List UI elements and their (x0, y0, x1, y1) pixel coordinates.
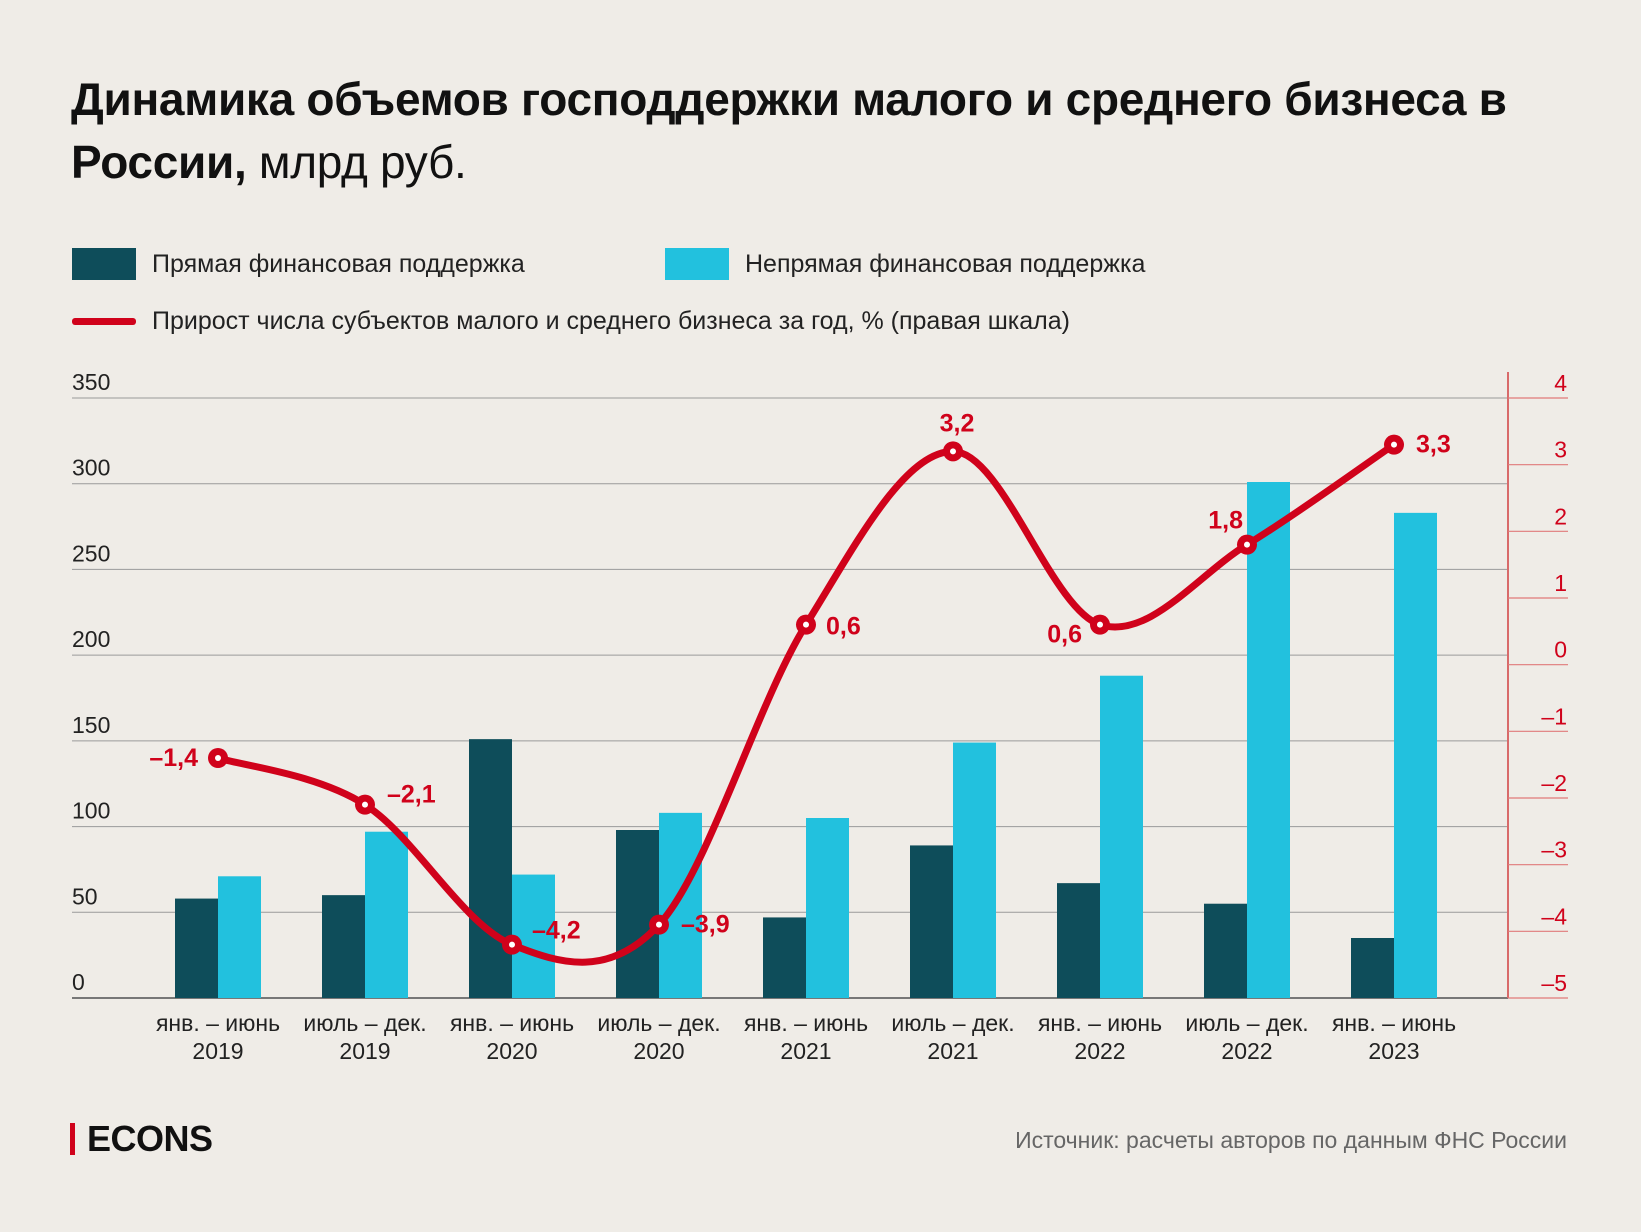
right-tick-label: –5 (1541, 970, 1567, 996)
growth-point-center (656, 921, 662, 928)
bar-indirect (806, 818, 849, 998)
legend-label: Прямая финансовая поддержка (152, 249, 525, 278)
left-tick-label: 250 (72, 540, 110, 566)
x-tick-label-year: 2021 (780, 1038, 831, 1064)
legend-swatch-growth (72, 318, 136, 325)
growth-point-center (1391, 441, 1397, 448)
growth-data-label: 3,3 (1416, 431, 1451, 459)
x-tick-label-year: 2020 (486, 1038, 537, 1064)
bar-direct (1057, 883, 1100, 998)
legend-label: Непрямая финансовая поддержка (745, 249, 1146, 278)
logo-text: ECONS (87, 1118, 213, 1159)
growth-point-center (1244, 541, 1250, 548)
growth-data-label: –2,1 (387, 781, 436, 809)
left-tick-label: 100 (72, 798, 110, 824)
x-tick-label-year: 2023 (1368, 1038, 1419, 1064)
bar-direct (763, 917, 806, 998)
bar-direct (1351, 938, 1394, 998)
x-tick-label-year: 2022 (1074, 1038, 1125, 1064)
legend-direct: Прямая финансовая поддержка (72, 248, 525, 280)
legend-indirect: Непрямая финансовая поддержка (665, 248, 1145, 280)
right-tick-label: 3 (1554, 437, 1567, 463)
growth-point-center (950, 448, 956, 455)
bar-direct (469, 739, 512, 998)
legend-swatch-indirect (665, 248, 729, 280)
title-unit: млрд руб. (246, 136, 467, 188)
x-tick-label-year: 2020 (633, 1038, 684, 1064)
growth-data-label: 3,2 (940, 409, 975, 437)
bar-direct (175, 898, 218, 998)
x-tick-label-period: янв. – июнь (1332, 1010, 1456, 1036)
bar-indirect (659, 812, 702, 998)
right-tick-label: 0 (1554, 637, 1567, 663)
x-tick-label-period: янв. – июнь (156, 1010, 280, 1036)
x-tick-label-period: янв. – июнь (1038, 1010, 1162, 1036)
x-tick-label-period: июль – дек. (303, 1010, 426, 1036)
bar-indirect (1394, 512, 1437, 998)
left-tick-label: 50 (72, 883, 98, 909)
logo-bar (70, 1123, 75, 1155)
growth-data-label: –1,4 (149, 744, 198, 772)
x-tick-label-period: июль – дек. (891, 1010, 1014, 1036)
bar-indirect (218, 876, 261, 998)
bar-indirect (512, 874, 555, 998)
right-tick-label: –2 (1541, 770, 1567, 796)
bar-direct (616, 830, 659, 998)
left-tick-label: 150 (72, 712, 110, 738)
growth-data-label: –4,2 (532, 917, 581, 945)
growth-point-center (803, 621, 809, 628)
x-tick-label-year: 2021 (927, 1038, 978, 1064)
x-tick-label-year: 2022 (1221, 1038, 1272, 1064)
econs-logo: ECONS (70, 1118, 213, 1160)
bar-direct (910, 845, 953, 998)
growth-point-center (362, 801, 368, 808)
growth-data-label: 1,8 (1208, 507, 1243, 535)
growth-point-center (215, 755, 221, 761)
left-tick-label: 200 (72, 626, 110, 652)
legend-label: Прирост числа субъектов малого и среднег… (152, 307, 1070, 335)
right-tick-label: 2 (1554, 503, 1567, 529)
right-tick-label: –1 (1541, 703, 1567, 729)
bar-direct (1204, 903, 1247, 998)
x-tick-label-period: июль – дек. (597, 1010, 720, 1036)
x-tick-label-period: янв. – июнь (744, 1010, 868, 1036)
left-tick-label: 0 (72, 969, 85, 995)
bar-indirect (1247, 482, 1290, 998)
source-note: Источник: расчеты авторов по данным ФНС … (1015, 1127, 1567, 1153)
chart-title: Динамика объемов господдержки малого и с… (71, 68, 1641, 194)
x-tick-label-period: янв. – июнь (450, 1010, 574, 1036)
left-tick-label: 300 (72, 455, 110, 481)
bar-indirect (365, 831, 408, 998)
bar-indirect (1100, 675, 1143, 998)
legend-growth: Прирост числа субъектов малого и среднег… (72, 307, 1070, 336)
right-tick-label: –4 (1541, 903, 1567, 929)
x-tick-label-year: 2019 (192, 1038, 243, 1064)
bar-direct (322, 895, 365, 998)
growth-data-label: 0,6 (1047, 621, 1082, 649)
right-tick-label: 1 (1554, 570, 1567, 596)
x-tick-label-period: июль – дек. (1185, 1010, 1308, 1036)
growth-data-label: –3,9 (681, 911, 730, 939)
right-tick-label: –3 (1541, 837, 1567, 863)
growth-data-label: 0,6 (826, 613, 861, 641)
title-main: Динамика объемов господдержки малого и с… (71, 73, 1507, 188)
left-tick-label: 350 (72, 369, 110, 395)
bar-indirect (953, 742, 996, 998)
x-tick-label-year: 2019 (339, 1038, 390, 1064)
right-tick-label: 4 (1554, 370, 1567, 396)
growth-point-center (1097, 621, 1103, 628)
legend-swatch-direct (72, 248, 136, 280)
growth-point-center (509, 941, 515, 948)
